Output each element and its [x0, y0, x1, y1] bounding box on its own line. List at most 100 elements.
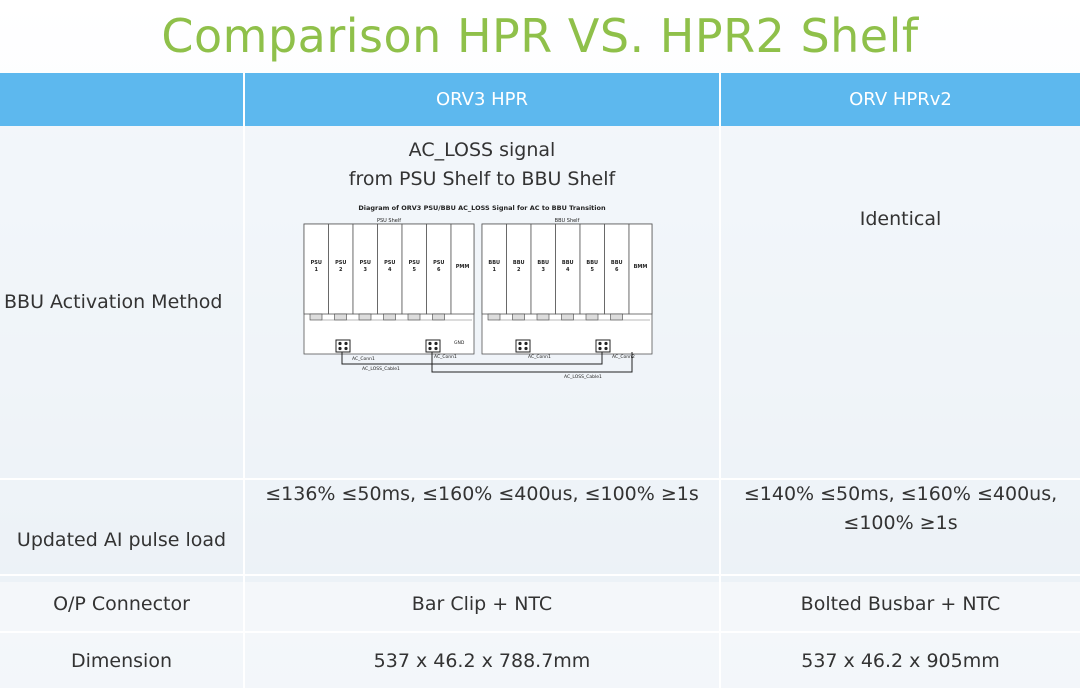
bbu-slot-label: BBU — [586, 260, 598, 266]
dimension-hprv2-cell: 537 x 46.2 x 905mm — [720, 632, 1080, 690]
psu-slot-connector — [334, 313, 347, 321]
psu-shelf-label: PSU Shelf — [377, 218, 401, 224]
connector-pin — [524, 341, 528, 346]
bbu-slot-label: 5 — [591, 267, 595, 273]
row-label-dimension: Dimension — [0, 632, 245, 690]
connector-pin — [428, 346, 432, 351]
connector-pin — [434, 346, 438, 351]
bbu-slot-label: 4 — [566, 267, 570, 273]
psu-slot-connector — [358, 313, 372, 321]
ac-conn1-label-a: AC_Conn1 — [352, 356, 375, 362]
bbu-module-label: BMM — [634, 264, 648, 270]
bbu-slot-label: BBU — [611, 260, 623, 266]
psu-slot-label: PSU — [433, 260, 444, 266]
table-row: Dimension 537 x 46.2 x 788.7mm 537 x 46.… — [0, 632, 1080, 690]
connector-pin — [598, 341, 602, 346]
psu-module-slot — [450, 223, 475, 315]
ac-loss-cable-label-a: AC_LOSS_Cable1 — [362, 366, 400, 372]
psu-slot-label: 4 — [388, 267, 392, 273]
connector-pin — [338, 346, 342, 351]
bbu-activation-hpr-cell: AC_LOSS signal from PSU Shelf to BBU She… — [244, 126, 721, 480]
psu-slot-label: PSU — [360, 260, 371, 266]
row-label-op-connector: O/P Connector — [0, 575, 245, 633]
connector-pin — [518, 346, 522, 351]
ac-conn1-label-b: AC_Conn1 — [434, 354, 457, 360]
psu-slot-label: PSU — [384, 260, 395, 266]
psu-slot-label: PSU — [335, 260, 346, 266]
pulse-load-hprv2-line1: ≤140% ≤50ms, ≤160% ≤400us, — [743, 483, 1058, 505]
pulse-load-hpr-cell: ≤136% ≤50ms, ≤160% ≤400us, ≤100% ≥1s — [244, 479, 721, 576]
gnd-label: GND — [454, 340, 465, 346]
connector-pin — [604, 346, 608, 351]
table-row: Updated AI pulse load ≤136% ≤50ms, ≤160%… — [0, 479, 1080, 576]
dimension-hpr-cell: 537 x 46.2 x 788.7mm — [244, 632, 721, 690]
bbu-slot — [555, 223, 581, 315]
ac-loss-line2: from PSU Shelf to BBU Shelf — [348, 168, 616, 190]
connector-pin — [338, 341, 342, 346]
connector-block — [515, 339, 531, 353]
bbu-slot — [481, 223, 507, 315]
psu-slot — [377, 223, 403, 315]
psu-slot-label: 3 — [364, 267, 368, 273]
bbu-slot-label: 1 — [493, 267, 497, 273]
psu-module-label: PMM — [456, 264, 470, 270]
psu-slot-label: PSU — [409, 260, 420, 266]
connector-pin — [344, 341, 348, 346]
bbu-slot — [506, 223, 532, 315]
ac-loss-signal-text: AC_LOSS signal from PSU Shelf to BBU She… — [245, 136, 719, 194]
row-label-pulse-load: Updated AI pulse load — [0, 479, 245, 576]
bbu-slot — [579, 223, 605, 315]
op-connector-hprv2-cell: Bolted Busbar + NTC — [720, 575, 1080, 633]
bbu-slot-label: BBU — [488, 260, 500, 266]
header-orv-hprv2: ORV HPRv2 — [720, 73, 1080, 126]
connector-block — [335, 339, 351, 353]
bbu-slot-label: BBU — [537, 260, 549, 266]
bbu-slot — [604, 223, 630, 315]
psu-slot-label: 5 — [413, 267, 417, 273]
psu-slot-label: PSU — [311, 260, 322, 266]
bbu-slot-connector — [512, 313, 525, 321]
bbu-slot-label: 2 — [517, 267, 521, 273]
ac-loss-cable-label-b: AC_LOSS_Cable1 — [564, 374, 602, 380]
bbu-slot-label: 3 — [542, 267, 546, 273]
psu-slot-label: 2 — [339, 267, 343, 273]
bbu-slot-label: 6 — [615, 267, 619, 273]
comparison-table: ORV3 HPR ORV HPRv2 BBU Activation Method… — [0, 73, 1080, 690]
header-orv3-hpr: ORV3 HPR — [244, 73, 721, 126]
pulse-load-hprv2-cell: ≤140% ≤50ms, ≤160% ≤400us, ≤100% ≥1s — [720, 479, 1080, 576]
bbu-slot-connector — [561, 313, 574, 321]
bbu-slot-label: BBU — [513, 260, 525, 266]
op-connector-hpr-cell: Bar Clip + NTC — [244, 575, 721, 633]
connector-pin — [598, 346, 602, 351]
bbu-slot-connector — [585, 313, 599, 321]
header-feature — [0, 73, 245, 126]
psu-slot — [303, 223, 329, 315]
bbu-slot-connector — [610, 313, 623, 321]
connector-pin — [524, 346, 528, 351]
table-row: BBU Activation Method AC_LOSS signal fro… — [0, 126, 1080, 480]
table-row: O/P Connector Bar Clip + NTC Bolted Busb… — [0, 575, 1080, 633]
bbu-shelf-label: BBU Shelf — [555, 218, 580, 224]
ac-loss-wiring-diagram: Diagram of ORV3 PSU/BBU AC_LOSS Signal f… — [303, 204, 653, 380]
bbu-slot-connector — [536, 313, 550, 321]
psu-slot-connector — [309, 313, 323, 321]
connector-pin — [604, 341, 608, 346]
connector-block — [425, 339, 441, 353]
connector-pin — [428, 341, 432, 346]
diagram-title: Diagram of ORV3 PSU/BBU AC_LOSS Signal f… — [358, 204, 606, 212]
psu-slot-label: 6 — [437, 267, 441, 273]
ac-conn1-label-c: AC_Conn1 — [528, 354, 551, 360]
psu-slot — [426, 223, 452, 315]
bbu-activation-hprv2-cell: Identical — [720, 126, 1080, 480]
connector-pin — [434, 341, 438, 346]
ac-loss-line1: AC_LOSS signal — [408, 139, 556, 161]
connector-pin — [344, 346, 348, 351]
connector-pin — [518, 341, 522, 346]
row-label-bbu-activation: BBU Activation Method — [0, 126, 245, 480]
psu-slot-connector — [383, 313, 396, 321]
bbu-slot-connector — [487, 313, 501, 321]
psu-slot-connector — [407, 313, 421, 321]
table-header-row: ORV3 HPR ORV HPRv2 — [0, 73, 1080, 126]
bbu-slot-label: BBU — [562, 260, 574, 266]
page-title: Comparison HPR VS. HPR2 Shelf — [161, 9, 919, 63]
